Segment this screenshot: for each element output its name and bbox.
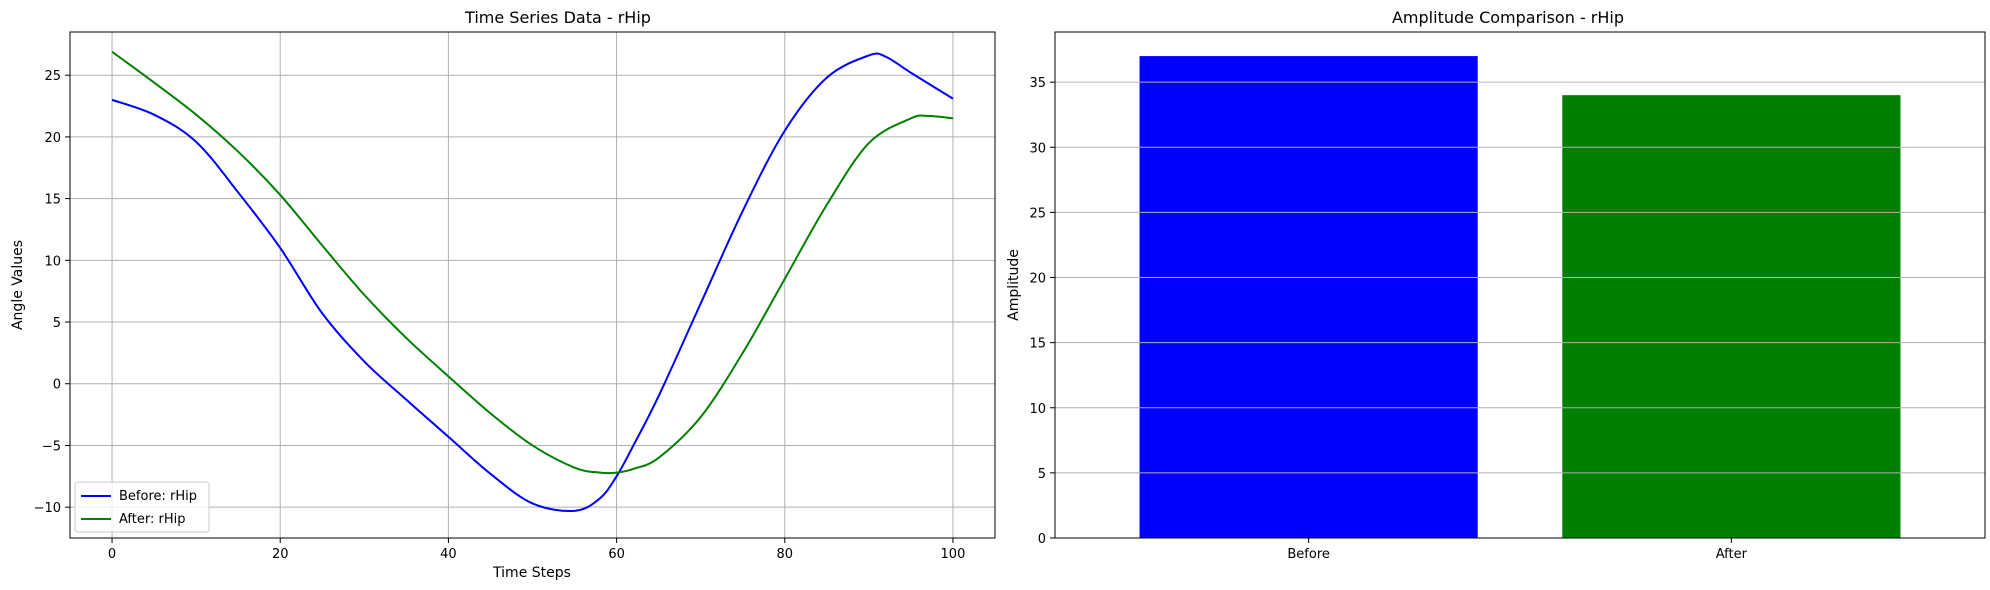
y-tick-label: 15 bbox=[1029, 337, 1046, 352]
x-tick-label: 80 bbox=[776, 547, 793, 562]
y-tick-label: 30 bbox=[1029, 141, 1046, 156]
y-tick-label: 25 bbox=[44, 69, 61, 84]
time-series-y-ticks: −10 −5 0 5 10 15 20 25 bbox=[34, 69, 70, 516]
y-tick-label: 20 bbox=[44, 131, 61, 146]
x-tick-label: 60 bbox=[608, 547, 625, 562]
x-tick-label: After bbox=[1716, 547, 1748, 562]
x-tick-label: 100 bbox=[941, 547, 966, 562]
y-tick-label: 15 bbox=[44, 193, 61, 208]
y-tick-label: 0 bbox=[53, 378, 61, 393]
y-tick-label: 0 bbox=[1038, 532, 1046, 547]
time-series-y-axis-label: Angle Values bbox=[10, 240, 26, 330]
series-line-after bbox=[111, 50, 954, 475]
y-tick-label: 5 bbox=[1038, 467, 1046, 482]
y-tick-label: 20 bbox=[1029, 272, 1046, 287]
time-series-title: Time Series Data - rHip bbox=[464, 8, 651, 27]
amplitude-plot-frame bbox=[1054, 31, 1986, 539]
y-tick-label: −5 bbox=[42, 439, 61, 454]
y-tick-label: 25 bbox=[1029, 206, 1046, 221]
time-series-x-axis-label: Time Steps bbox=[492, 565, 571, 581]
amplitude-bars bbox=[1139, 56, 1901, 539]
series-line-before bbox=[111, 52, 954, 513]
amplitude-y-ticks: 0 5 10 15 20 25 30 35 bbox=[1029, 76, 1055, 547]
x-tick-label: 40 bbox=[440, 547, 457, 562]
x-tick-label: 20 bbox=[272, 547, 289, 562]
time-series-x-ticks: 0 20 40 60 80 100 bbox=[108, 538, 965, 562]
bar-after bbox=[1562, 95, 1901, 539]
bar-before bbox=[1139, 56, 1478, 538]
time-series-legend: Before: rHip After: rHip bbox=[74, 481, 210, 533]
amplitude-chart: Amplitude Comparison - rHip Before After … bbox=[1006, 8, 1986, 562]
y-tick-label: 35 bbox=[1029, 76, 1046, 91]
amplitude-y-axis-label: Amplitude bbox=[1006, 249, 1022, 321]
y-tick-label: 10 bbox=[44, 254, 61, 269]
time-series-grid bbox=[70, 32, 995, 538]
x-tick-label: 0 bbox=[108, 547, 116, 562]
time-series-plot-frame bbox=[69, 31, 996, 539]
legend-label-after: After: rHip bbox=[119, 512, 186, 527]
y-tick-label: 10 bbox=[1029, 402, 1046, 417]
time-series-chart: Time Series Data - rHip 0 20 40 60 80 100 −10… bbox=[10, 8, 996, 581]
y-tick-label: −10 bbox=[34, 501, 61, 516]
x-tick-label: Before bbox=[1287, 547, 1330, 562]
time-series-lines bbox=[111, 50, 954, 513]
legend-label-before: Before: rHip bbox=[119, 489, 197, 504]
amplitude-title: Amplitude Comparison - rHip bbox=[1392, 8, 1624, 27]
amplitude-x-ticks: Before After bbox=[1287, 538, 1748, 562]
y-tick-label: 5 bbox=[53, 316, 61, 331]
